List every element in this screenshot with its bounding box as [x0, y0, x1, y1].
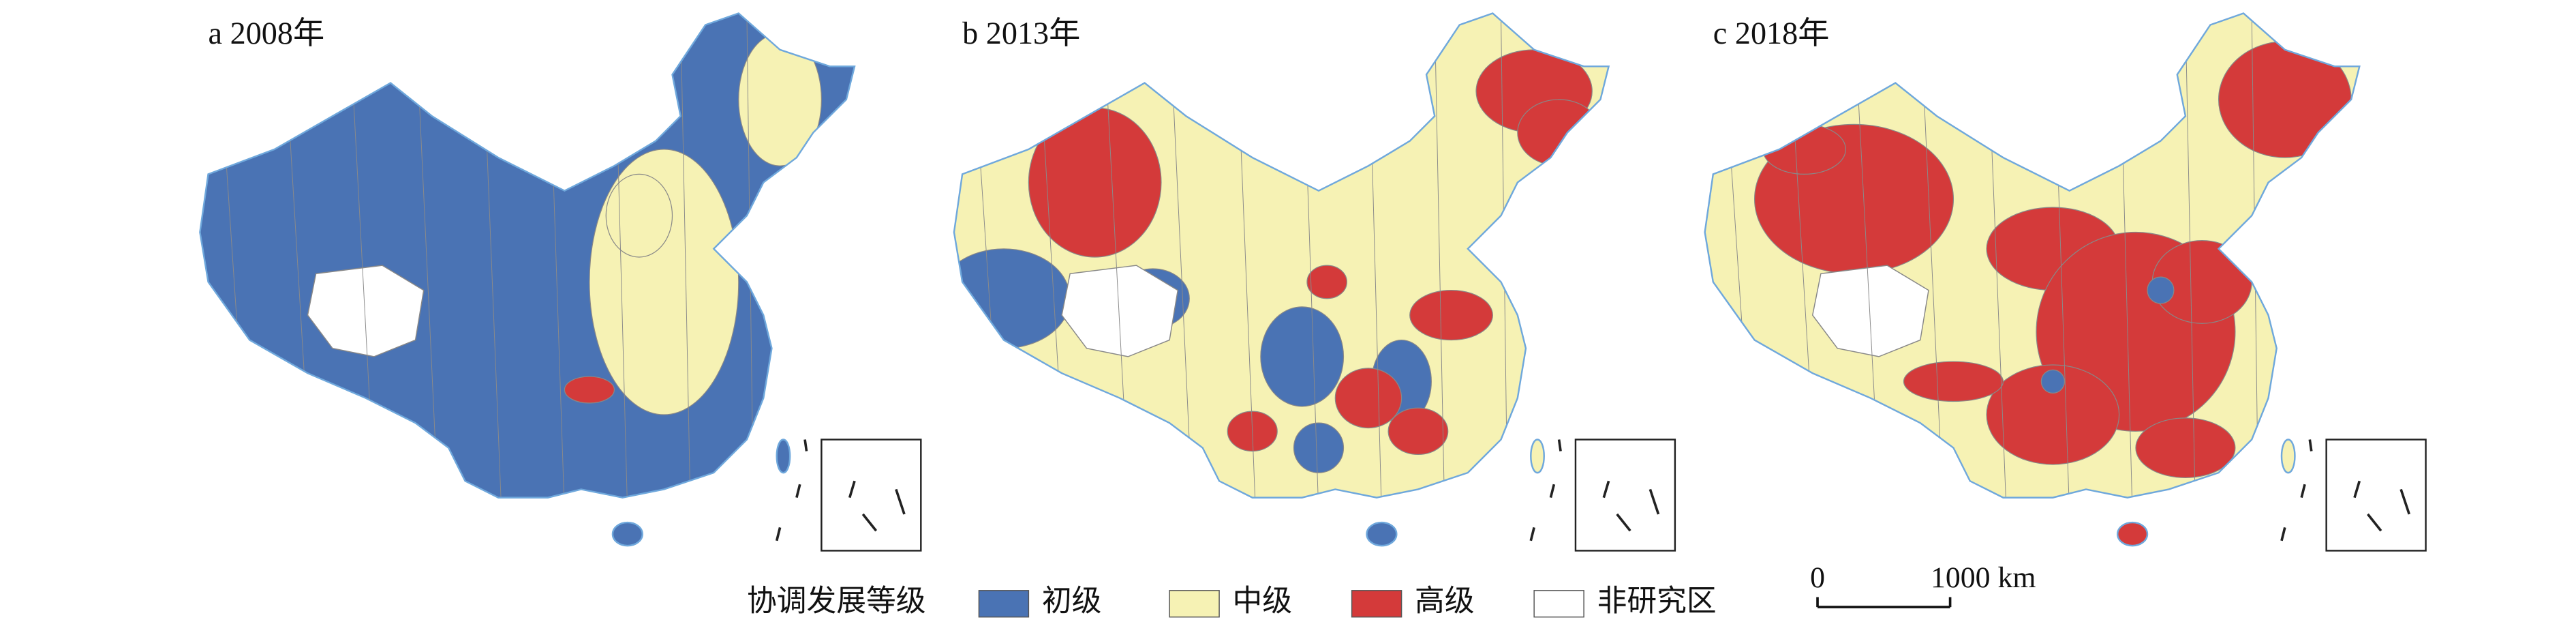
legend-swatch: [1351, 590, 1402, 618]
legend-label: 高级: [1415, 584, 1475, 617]
region: [1260, 306, 1345, 407]
map: [953, 13, 1609, 498]
dash: [775, 439, 808, 542]
panel-label: b 2013年: [962, 16, 1080, 50]
inset-line: [1602, 480, 1660, 532]
scale-bar: 0 1000 km: [1810, 561, 2036, 608]
region: [1409, 289, 1493, 341]
island: [1530, 439, 1545, 474]
island: [1366, 521, 1398, 547]
inset-map: [2325, 439, 2427, 552]
region: [953, 248, 1071, 349]
legend-label: 非研究区: [1597, 584, 1717, 617]
region: [1028, 107, 1162, 258]
non-study-area: [307, 265, 425, 357]
inset-map: [821, 439, 922, 552]
region: [1517, 99, 1601, 166]
map: [1704, 13, 2360, 498]
map: [200, 13, 855, 498]
scale-start: 0: [1810, 561, 1825, 594]
scale-end: 1000 km: [1931, 561, 2036, 594]
legend-title: 协调发展等级: [747, 584, 926, 617]
region: [2218, 41, 2352, 158]
region: [564, 376, 615, 404]
non-study-area: [1811, 265, 1929, 357]
region: [738, 33, 822, 166]
map-panel: c 2018年: [1704, 12, 2427, 552]
legend-swatch: [1169, 590, 1220, 618]
boundary: [1434, 16, 1445, 498]
map-panel: b 2013年: [953, 12, 1676, 552]
region: [1903, 361, 2004, 402]
region: [2147, 276, 2175, 304]
region: [2040, 369, 2065, 394]
legend-swatch: [1533, 590, 1584, 618]
island: [2280, 439, 2296, 474]
legend-label: 中级: [1233, 584, 1293, 617]
region: [1293, 422, 1345, 473]
region: [970, 99, 1038, 150]
panel-label: a 2008年: [209, 16, 325, 50]
region: [1762, 123, 1846, 175]
region: [1334, 368, 1402, 429]
region: [1387, 407, 1449, 455]
map-panel: a 2008年: [199, 12, 922, 552]
region: [2135, 417, 2236, 479]
inset-line: [848, 480, 906, 532]
boundary: [2185, 16, 2196, 498]
dash: [1529, 439, 1562, 542]
panel-label: c 2018年: [1713, 16, 1830, 50]
island: [611, 521, 643, 547]
region: [1306, 265, 1347, 299]
inset-map: [1574, 439, 1676, 552]
legend-label: 初级: [1042, 584, 1102, 617]
non-study-area: [1061, 265, 1179, 357]
region: [605, 173, 673, 258]
inset-line: [2353, 480, 2410, 532]
region: [1986, 364, 2120, 465]
island: [776, 439, 791, 474]
boundary: [680, 16, 691, 498]
legend: 协调发展等级 初级 中级 高级 非研究区: [747, 584, 1717, 618]
island: [2117, 521, 2149, 547]
dash: [2280, 439, 2313, 542]
legend-swatch: [978, 590, 1030, 618]
